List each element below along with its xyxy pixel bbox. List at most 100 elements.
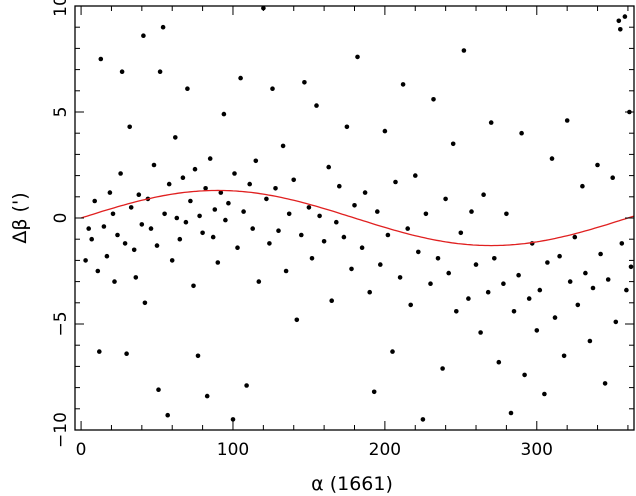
data-point	[276, 228, 281, 233]
data-point	[478, 330, 483, 335]
data-point	[450, 141, 456, 147]
data-point	[583, 270, 588, 276]
data-point	[128, 205, 134, 210]
data-point	[188, 198, 193, 204]
data-point	[382, 128, 388, 134]
data-point	[165, 412, 170, 418]
data-point	[352, 203, 357, 208]
data-point	[89, 236, 94, 242]
data-point	[572, 234, 578, 240]
data-point	[280, 143, 286, 149]
data-point	[157, 69, 163, 74]
data-point	[616, 18, 622, 24]
data-point	[95, 268, 101, 274]
y-tick-label: 5	[51, 107, 71, 118]
data-point	[371, 389, 377, 395]
data-point	[309, 255, 315, 261]
data-point	[618, 27, 623, 32]
data-point	[98, 56, 104, 62]
data-point	[488, 120, 494, 125]
data-point	[299, 232, 304, 238]
data-point	[610, 175, 615, 180]
data-point	[355, 54, 360, 60]
data-point	[508, 410, 514, 416]
data-point	[142, 300, 148, 306]
data-point	[115, 232, 120, 238]
data-point	[317, 213, 322, 219]
data-point	[174, 215, 180, 221]
data-point	[253, 158, 259, 164]
data-point	[122, 241, 128, 246]
data-point	[405, 226, 411, 231]
data-point	[385, 232, 391, 238]
data-point	[590, 285, 596, 291]
data-point	[334, 219, 339, 225]
y-tick-label: 10	[51, 0, 71, 17]
data-point	[256, 279, 262, 284]
data-point	[423, 211, 429, 217]
data-point	[567, 279, 573, 284]
data-point	[428, 281, 433, 287]
data-point	[244, 383, 249, 388]
data-point	[469, 209, 474, 214]
data-point	[151, 162, 157, 168]
data-points	[83, 5, 634, 422]
data-point	[461, 48, 467, 53]
data-point	[232, 171, 237, 176]
x-axis-label: α (1661)	[311, 473, 393, 495]
data-point	[267, 241, 272, 246]
data-point	[587, 338, 593, 344]
data-point	[131, 247, 137, 253]
data-point	[101, 224, 107, 229]
x-tick-label: 100	[217, 440, 249, 460]
data-point	[241, 209, 246, 214]
data-point	[127, 124, 132, 130]
data-point	[302, 80, 307, 85]
axis-tick-labels: 0 100 200 300 10 5 0 −5 −10	[51, 0, 553, 460]
data-point	[212, 207, 218, 212]
data-point	[207, 156, 213, 161]
data-point	[504, 211, 509, 217]
data-point	[97, 349, 102, 354]
data-point	[375, 209, 380, 214]
data-point	[250, 226, 255, 231]
data-point	[526, 296, 532, 301]
data-point	[83, 258, 88, 263]
y-tick-label: −10	[51, 412, 71, 448]
data-point	[561, 353, 567, 359]
data-point	[393, 179, 398, 185]
data-point	[595, 162, 600, 168]
data-point	[215, 260, 221, 265]
data-point	[537, 287, 543, 293]
data-point	[367, 289, 373, 295]
data-point	[420, 417, 426, 422]
data-point	[431, 97, 436, 102]
data-point	[141, 33, 146, 38]
data-point	[552, 315, 558, 320]
data-point	[501, 281, 506, 287]
data-point	[218, 190, 224, 195]
data-point	[226, 200, 231, 206]
data-point	[416, 249, 421, 255]
data-point	[185, 86, 190, 91]
data-point	[619, 241, 625, 246]
data-point	[173, 135, 178, 140]
data-point	[337, 183, 342, 189]
data-point	[197, 213, 202, 219]
data-point	[400, 82, 406, 87]
data-point	[235, 245, 240, 250]
data-point	[628, 264, 634, 270]
data-point	[329, 298, 335, 304]
data-point	[481, 192, 486, 197]
data-point	[306, 205, 312, 210]
data-point	[291, 177, 297, 183]
data-point	[602, 381, 608, 386]
data-point	[192, 166, 198, 172]
data-point	[605, 277, 611, 282]
data-point	[223, 217, 228, 223]
data-point	[238, 75, 243, 81]
data-point	[413, 173, 418, 178]
data-point	[473, 262, 479, 267]
data-point	[112, 279, 117, 284]
data-point	[349, 266, 354, 272]
